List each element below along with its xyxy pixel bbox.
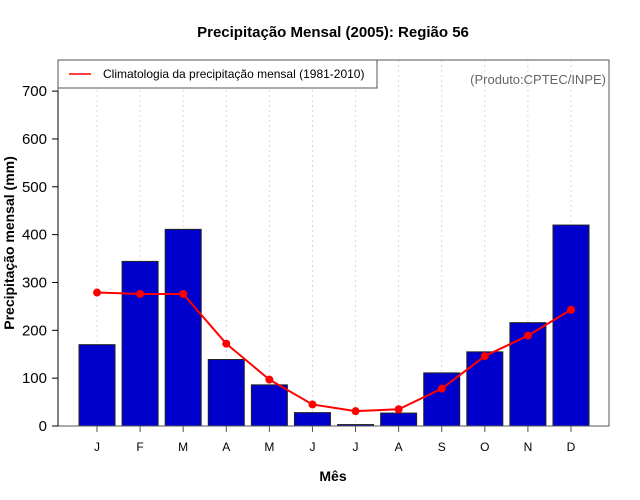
x-tick-label: A [395,440,403,454]
y-tick-label: 100 [22,370,47,387]
y-axis-label: Precipitação mensal (mm) [1,156,17,330]
bar [466,351,504,427]
bar [293,412,331,427]
climatology-point [265,375,274,384]
climatology-line-group [93,288,575,416]
chart-title: Precipitação Mensal (2005): Região 56 [197,24,469,41]
y-tick-label: 300 [22,274,47,291]
climatology-point [437,384,446,393]
credit-annotation: (Produto:CPTEC/INPE) [470,72,606,87]
bar [207,358,245,427]
climatology-line [96,291,572,413]
climatology-point [567,305,575,314]
x-tick-label: S [438,440,446,454]
bar [250,384,288,427]
climatology-point [222,339,231,348]
x-tick-label: J [94,440,100,454]
climatology-point [351,407,360,416]
climatology-point [308,400,317,409]
bar [164,228,202,427]
legend-box [57,59,378,89]
climatology-point [136,289,145,298]
y-tick-label: 500 [22,179,47,196]
y-axis: 0 100 200 300 400 500 600 700 [22,83,58,435]
y-tick-label: 400 [22,227,47,244]
bar [380,412,418,427]
y-tick-label: 0 [39,418,47,435]
x-tick-label: F [136,440,143,454]
bar [552,224,590,427]
legend-entry: Climatologia da precipitação mensal (198… [103,67,364,81]
climatology-point [480,352,489,361]
bar [423,372,461,427]
bar [121,260,159,427]
y-tick-label: 200 [22,322,47,339]
x-tick-label: O [480,440,489,454]
x-tick-label: N [524,440,533,454]
y-tick-label: 600 [22,131,47,148]
x-tick-label: M [178,440,188,454]
bars-group [78,224,590,427]
climatology-point [179,289,188,298]
bar [78,344,116,427]
y-tick-label: 700 [22,83,47,100]
legend: Climatologia da precipitação mensal (198… [57,59,378,89]
x-tick-label: J [309,440,315,454]
climatology-point [523,331,532,340]
x-tick-label: M [264,440,274,454]
x-tick-label: A [222,440,230,454]
x-tick-label: J [353,440,359,454]
climatology-point [93,288,101,297]
x-axis-label: Mês [319,468,346,484]
x-tick-label: D [567,440,576,454]
climatology-point [394,405,403,414]
